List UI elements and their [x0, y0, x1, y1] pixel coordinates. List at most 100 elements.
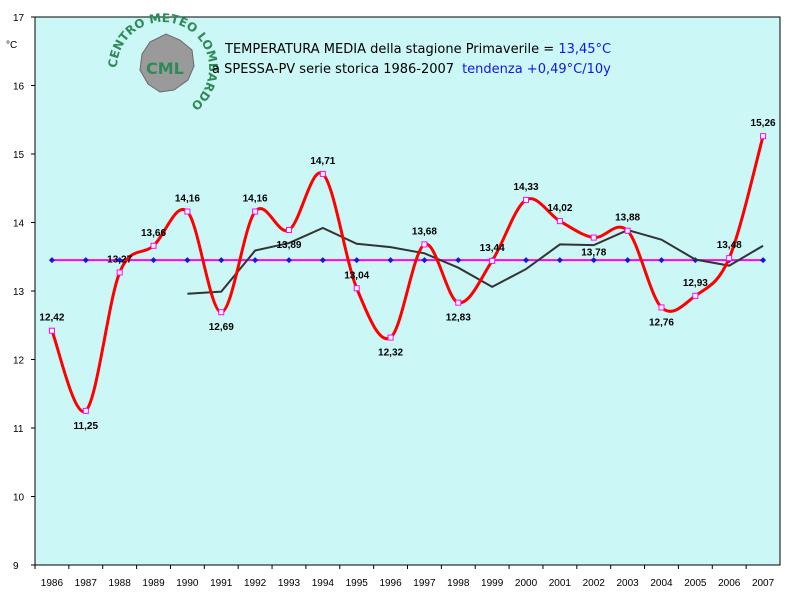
data-label: 13,68	[412, 226, 437, 237]
mean-point	[48, 257, 55, 264]
data-label: 15,26	[751, 118, 776, 129]
data-label: 13,48	[717, 240, 742, 251]
temperature-point	[82, 407, 89, 414]
temperature-point	[455, 299, 462, 306]
temperature-point	[523, 196, 530, 203]
temperature-point	[218, 309, 225, 316]
y-tick-label: 10	[13, 493, 25, 504]
data-label: 11,25	[74, 421, 99, 432]
series-layer	[48, 133, 767, 414]
x-tick-label: 2003	[616, 578, 639, 589]
title-line-1: TEMPERATURA MEDIA della stagione Primave…	[224, 42, 611, 57]
data-label: 14,71	[310, 156, 335, 167]
temperature-point	[353, 285, 360, 292]
mean-point	[150, 257, 157, 264]
x-tick-label: 2005	[684, 578, 707, 589]
data-label: 14,02	[547, 203, 572, 214]
x-tick-label: 1993	[278, 578, 301, 589]
x-tick-label: 1992	[244, 578, 267, 589]
mean-point	[658, 257, 665, 264]
temperature-point	[150, 242, 157, 249]
x-tick-label: 1989	[142, 578, 165, 589]
x-tick-label: 1991	[210, 578, 233, 589]
data-label: 13,66	[141, 228, 166, 239]
temperature-point	[285, 227, 292, 234]
data-label: 12,76	[649, 317, 674, 328]
x-tick-label: 1995	[346, 578, 369, 589]
mean-point	[556, 257, 563, 264]
temperature-point	[624, 227, 631, 234]
temperature-point	[184, 208, 191, 215]
data-label: 13,04	[344, 270, 369, 281]
mean-point	[116, 257, 123, 264]
mean-point	[624, 257, 631, 264]
mean-point	[421, 257, 428, 264]
x-tick-label: 1987	[75, 578, 98, 589]
temperature-point	[48, 327, 55, 334]
temperature-point	[489, 257, 496, 264]
x-tick-label: 1996	[379, 578, 402, 589]
temperature-point	[590, 234, 597, 241]
y-tick-label: 13	[13, 287, 25, 298]
temperature-point	[319, 170, 326, 177]
x-tick-label: 1986	[41, 578, 64, 589]
moving-average-line	[187, 226, 764, 295]
x-tick-label: 2007	[752, 578, 775, 589]
data-label: 12,93	[683, 278, 708, 289]
data-label: 14,16	[175, 194, 200, 205]
x-axis: 1986 1987 1988 1989 1990 1991 1992 1993 1994 1995…	[34, 565, 775, 589]
data-label: 13,44	[480, 243, 505, 254]
x-tick-label: 2000	[515, 578, 538, 589]
temperature-point	[658, 304, 665, 311]
data-label: 12,83	[446, 313, 471, 324]
mean-point	[455, 257, 462, 264]
data-label: 12,69	[209, 322, 234, 333]
x-tick-label: 2002	[583, 578, 606, 589]
mean-point	[218, 257, 225, 264]
temperature-point	[252, 208, 259, 215]
y-tick-label: 15	[13, 150, 25, 161]
mean-point	[523, 257, 530, 264]
mean-point	[184, 257, 191, 264]
x-tick-label: 1988	[109, 578, 132, 589]
data-label: 13,78	[581, 248, 606, 259]
data-labels: 12,42 11,25 13,27 13,66 14,16 12,69 14,16 13,89…	[39, 118, 776, 432]
mean-point	[387, 257, 394, 264]
x-tick-label: 1998	[447, 578, 470, 589]
temperature-point	[556, 218, 563, 225]
data-label: 13,27	[107, 255, 132, 266]
x-tick-label: 1997	[413, 578, 436, 589]
mean-point	[353, 257, 360, 264]
data-label: 12,42	[39, 313, 64, 324]
y-tick-label: 17	[13, 13, 25, 24]
temperature-point	[760, 133, 767, 140]
mean-point	[760, 257, 767, 264]
mean-point	[252, 257, 259, 264]
y-axis: 9 10 11 12 13 14 15 16 17	[13, 13, 35, 572]
mean-point	[285, 257, 292, 264]
mean-point	[82, 257, 89, 264]
data-label: 12,32	[378, 348, 403, 359]
x-tick-label: 1999	[481, 578, 504, 589]
y-unit-label: °C	[6, 40, 17, 51]
y-tick-label: 14	[13, 219, 25, 230]
data-label: 13,88	[615, 213, 640, 224]
y-tick-label: 12	[13, 356, 25, 367]
x-tick-label: 2004	[650, 578, 673, 589]
logo-center-text: CML	[146, 59, 184, 78]
y-tick-label: 9	[13, 561, 19, 572]
y-tick-label: 11	[13, 424, 24, 435]
temperature-point	[387, 334, 394, 341]
temperature-point	[726, 255, 733, 262]
temperature-point	[421, 241, 428, 248]
data-label: 13,89	[276, 240, 301, 251]
temperature-point	[116, 269, 123, 276]
x-tick-label: 1994	[312, 578, 335, 589]
mean-point	[590, 257, 597, 264]
lombardy-map-shape	[139, 33, 195, 93]
data-label: 14,16	[243, 194, 268, 205]
x-tick-label: 1990	[176, 578, 199, 589]
x-tick-label: 2001	[549, 578, 572, 589]
